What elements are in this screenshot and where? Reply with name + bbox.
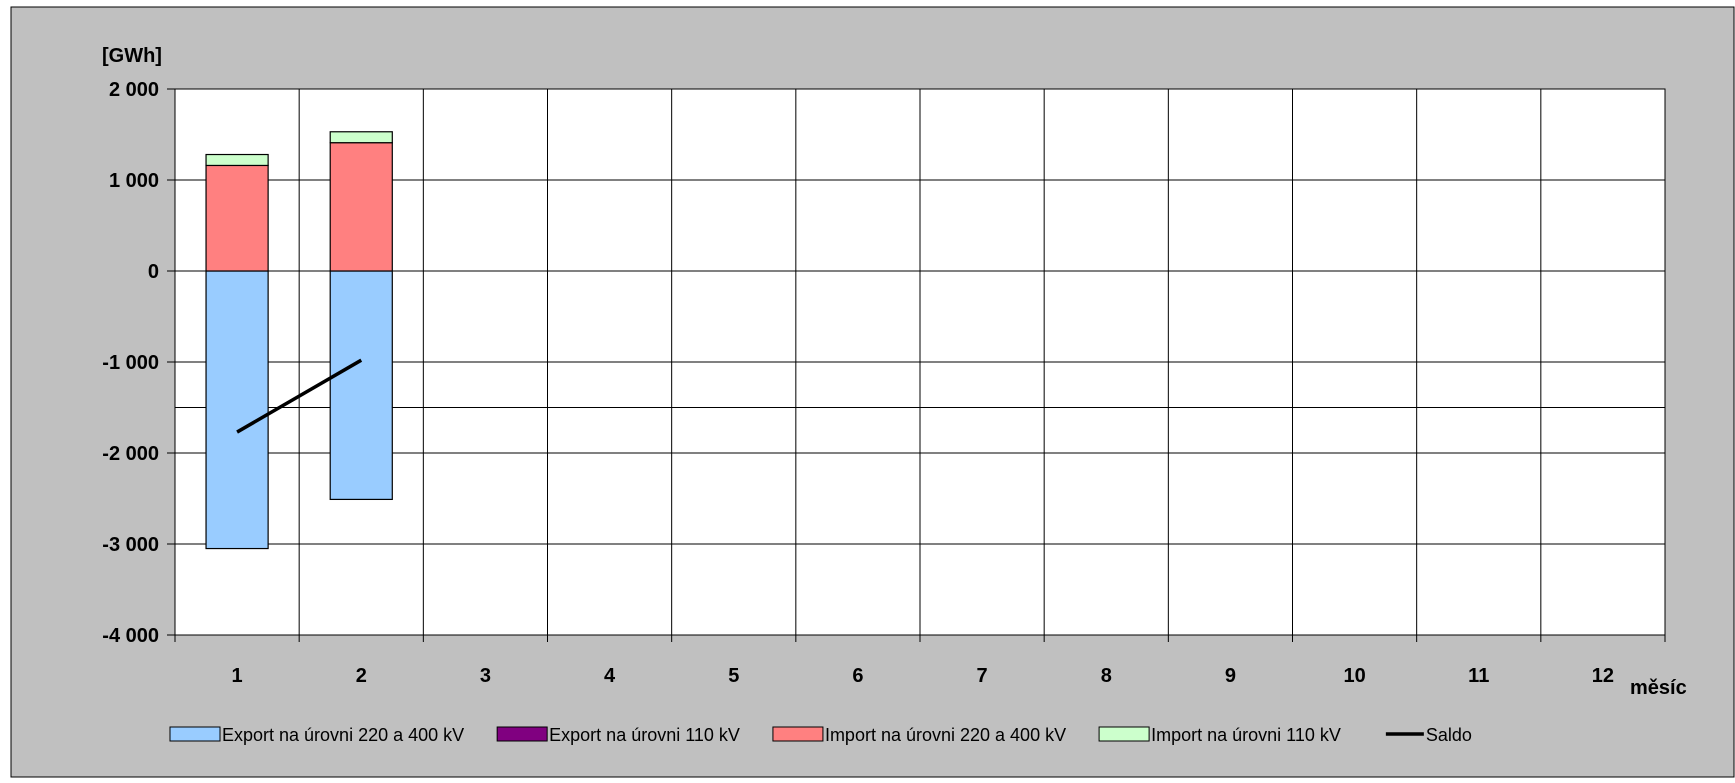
bar [329, 131, 393, 144]
x-tick-label: 8 [1101, 665, 1112, 687]
bar [329, 270, 393, 501]
y-tick-label: -4 000 [102, 625, 159, 647]
y-tick-label: -3 000 [102, 534, 159, 556]
x-tick-label: 7 [977, 665, 988, 687]
y-tick-label: 0 [148, 261, 159, 283]
legend: Export na úrovni 220 a 400 kV Export na ú… [169, 725, 1472, 745]
x-tick-label: 5 [728, 665, 739, 687]
legend-label: Export na úrovni 110 kV [549, 725, 740, 745]
x-tick-label: 3 [480, 665, 491, 687]
legend-label: Import na úrovni 220 a 400 kV [825, 725, 1066, 745]
bar [205, 270, 269, 550]
legend-label: Export na úrovni 220 a 400 kV [222, 725, 464, 745]
x-axis-label: měsíc [1630, 677, 1687, 699]
x-tick-label: 4 [604, 665, 616, 687]
x-tick-label: 12 [1592, 665, 1614, 687]
x-tick-label: 11 [1468, 665, 1489, 687]
y-tick-label: 2 000 [109, 79, 159, 101]
legend-swatch [1098, 726, 1150, 742]
bar [205, 153, 269, 167]
y-tick-label: -2 000 [102, 443, 159, 465]
x-tick-label: 9 [1225, 665, 1236, 687]
y-tick-label: 1 000 [109, 170, 159, 192]
line-marks [236, 358, 363, 434]
y-unit-label: [GWh] [102, 45, 162, 67]
legend-label: Import na úrovni 110 kV [1151, 725, 1341, 745]
bar [329, 142, 393, 272]
legend-swatch [169, 726, 221, 742]
bar-marks [205, 131, 393, 550]
series-line [236, 358, 363, 434]
x-tick-label: 1 [232, 665, 243, 687]
x-tick-label: 2 [356, 665, 367, 687]
bar [205, 164, 269, 272]
x-tick-label: 6 [852, 665, 863, 687]
legend-swatch [772, 726, 824, 742]
y-tick-label: -1 000 [102, 352, 159, 374]
legend-swatch [496, 726, 548, 742]
legend-label: Saldo [1426, 725, 1472, 745]
x-tick-label: 10 [1343, 665, 1365, 687]
